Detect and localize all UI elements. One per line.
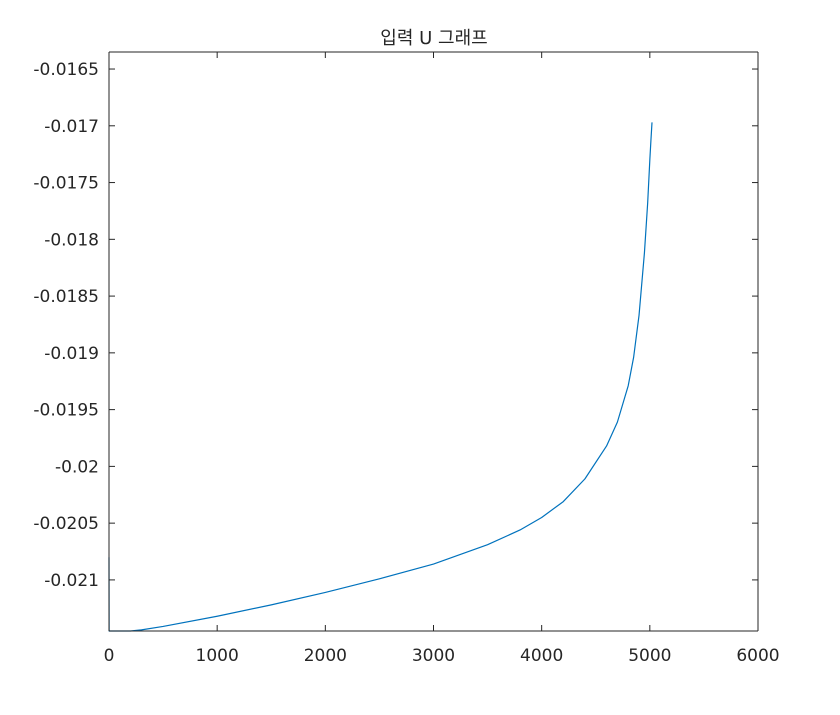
x-tick-label: 6000 — [736, 646, 779, 666]
x-tick-label: 4000 — [520, 646, 563, 666]
x-tick-label: 1000 — [196, 646, 239, 666]
plot-background — [109, 52, 758, 631]
y-tick-label: -0.017 — [44, 117, 99, 137]
y-tick-label: -0.0195 — [33, 401, 99, 421]
y-tick-label: -0.021 — [44, 571, 99, 591]
x-tick-label: 5000 — [628, 646, 671, 666]
tick-layer: 0 1000 2000 3000 4000 5000 6000 -0.0165 -0.017 -0… — [33, 52, 780, 666]
y-tick-label: -0.0185 — [33, 287, 99, 307]
x-tick-label: 2000 — [304, 646, 347, 666]
x-tick-label: 3000 — [412, 646, 455, 666]
chart-title: 입력 U 그래프 — [380, 28, 487, 49]
x-tick-label: 0 — [104, 646, 115, 666]
y-tick-label: -0.019 — [44, 344, 99, 364]
y-tick-label: -0.018 — [44, 230, 99, 250]
y-tick-label: -0.0205 — [33, 514, 99, 534]
y-tick-label: -0.0165 — [33, 60, 99, 80]
y-tick-label: -0.0175 — [33, 174, 99, 194]
plot-area — [109, 52, 758, 631]
y-tick-label: -0.02 — [55, 457, 99, 477]
